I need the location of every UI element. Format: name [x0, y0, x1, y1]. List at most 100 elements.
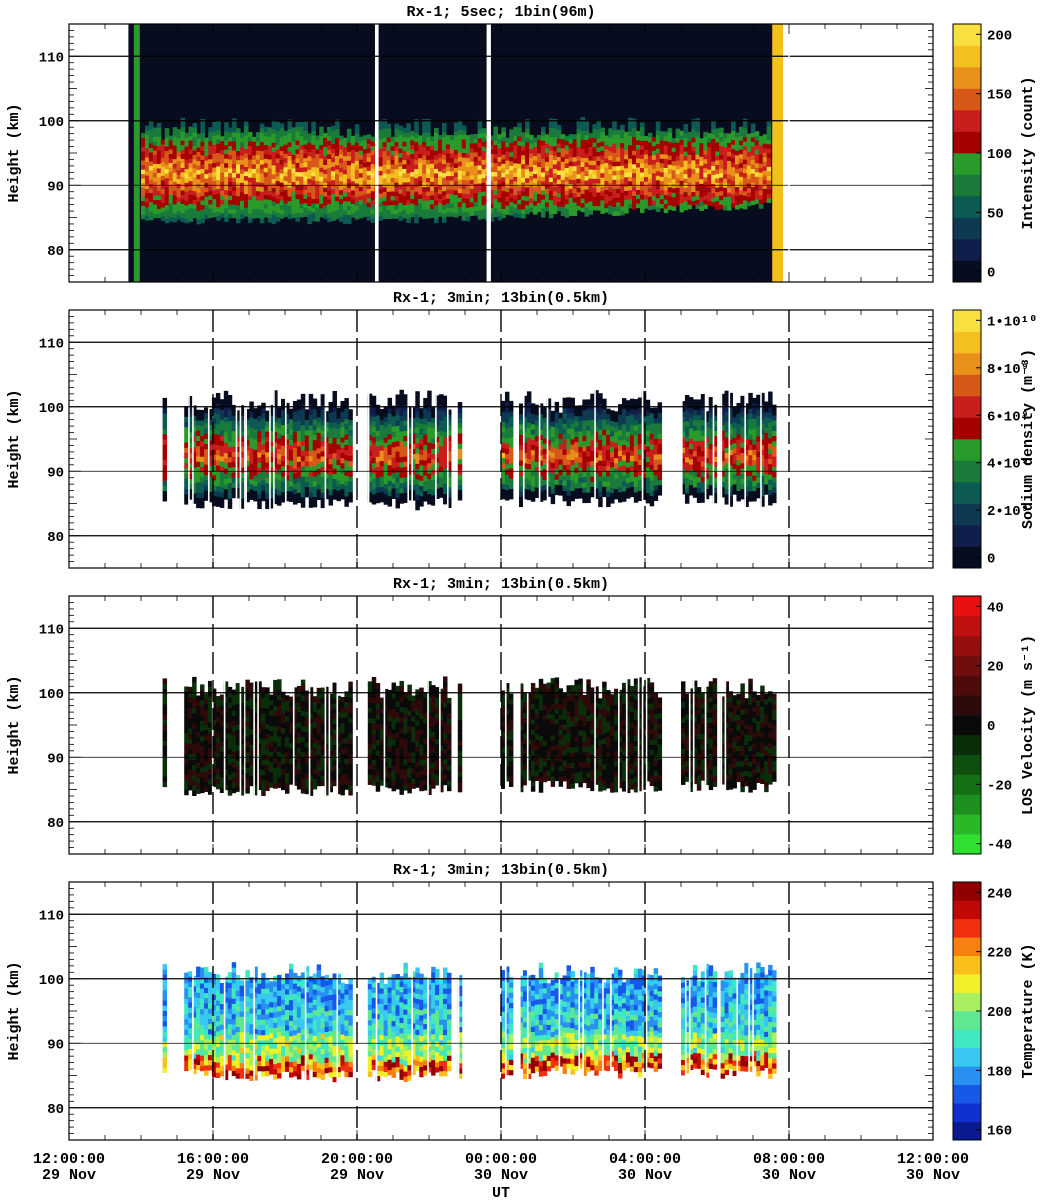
heatmap-cell: [247, 141, 253, 147]
heatmap-cell: [253, 433, 258, 440]
heatmap-cell: [277, 448, 282, 455]
heatmap-cell: [204, 205, 209, 211]
heatmap-cell: [513, 203, 518, 209]
heatmap-cell: [308, 450, 314, 457]
heatmap-cell: [574, 426, 579, 432]
heatmap-cell: [435, 421, 440, 427]
heatmap-cell: [350, 171, 356, 177]
heatmap-cell: [160, 148, 166, 154]
heatmap-cell: [447, 471, 452, 478]
heatmap-cell: [370, 208, 376, 214]
heatmap-cell: [731, 180, 736, 186]
heatmap-cell: [324, 431, 330, 438]
heatmap-cell: [552, 186, 558, 192]
heatmap-cell: [655, 130, 661, 136]
heatmap-cell: [386, 214, 392, 219]
heatmap-cell: [239, 425, 245, 432]
heatmap-cell: [141, 173, 146, 179]
heatmap-cell: [275, 158, 281, 163]
heatmap-cell: [299, 153, 304, 159]
heatmap-cell: [188, 149, 194, 155]
heatmap-cell: [299, 167, 304, 173]
heatmap-cell: [223, 395, 229, 402]
heatmap-cell: [403, 404, 408, 411]
heatmap-cell: [406, 186, 411, 192]
heatmap-cell: [508, 488, 514, 495]
heatmap-cell: [758, 145, 764, 151]
heatmap-cell: [269, 487, 274, 494]
heatmap-cell: [544, 197, 550, 203]
heatmap-cell: [435, 477, 440, 484]
heatmap-cell: [287, 142, 293, 147]
heatmap-cell: [445, 153, 451, 159]
heatmap-cell: [537, 134, 542, 140]
heatmap-cell: [277, 417, 282, 424]
heatmap-cell: [394, 164, 399, 170]
heatmap-cell: [285, 490, 290, 497]
heatmap-cell: [386, 132, 392, 138]
heatmap-cell: [144, 193, 150, 199]
heatmap-cell: [513, 185, 518, 191]
heatmap-cell: [224, 189, 229, 195]
heatmap-cell: [328, 453, 334, 460]
heatmap-cell: [719, 190, 724, 196]
heatmap-cell: [340, 411, 345, 417]
heatmap-cell: [188, 189, 194, 195]
heatmap-cell: [162, 454, 168, 461]
heatmap-cell: [530, 418, 536, 425]
heatmap-cell: [176, 205, 182, 211]
heatmap-cell: [328, 484, 334, 491]
heatmap-cell: [667, 173, 673, 179]
heatmap-cell: [519, 444, 524, 451]
heatmap-cell: [501, 462, 506, 469]
heatmap-cell: [679, 130, 685, 136]
heatmap-cell: [200, 461, 205, 468]
heatmap-cell: [204, 448, 209, 455]
heatmap-cell: [402, 159, 407, 165]
heatmap-cell: [184, 209, 190, 215]
heatmap-cell: [249, 437, 254, 444]
heatmap-cell: [600, 186, 605, 192]
heatmap-cell: [239, 467, 245, 473]
heatmap-cell: [457, 134, 463, 140]
heatmap-cell: [292, 488, 298, 495]
heatmap-cell: [489, 194, 495, 200]
heatmap-cell: [639, 131, 645, 137]
heatmap-cell: [522, 421, 528, 428]
heatmap-cell: [394, 200, 399, 206]
heatmap-cell: [263, 153, 269, 159]
heatmap-cell: [584, 139, 590, 145]
heatmap-cell: [616, 192, 621, 198]
heatmap-cell: [367, 471, 373, 477]
heatmap-cell: [316, 489, 322, 495]
heatmap-cell: [378, 166, 384, 171]
heatmap-cell: [285, 444, 290, 450]
heatmap-cell: [534, 430, 540, 437]
heatmap-cell: [580, 139, 586, 145]
heatmap-cell: [255, 177, 261, 183]
heatmap-cell: [295, 167, 300, 173]
heatmap-cell: [160, 189, 166, 194]
heatmap-cell: [418, 185, 423, 190]
heatmap-cell: [366, 147, 372, 153]
heatmap-cell: [227, 462, 233, 468]
heatmap-cell: [411, 479, 416, 486]
heatmap-cell: [390, 164, 396, 169]
heatmap-cell: [259, 146, 265, 152]
heatmap-cell: [554, 407, 560, 413]
heatmap-cell: [232, 159, 237, 165]
heatmap-cell: [211, 459, 217, 466]
heatmap-cell: [253, 408, 258, 414]
heatmap-cell: [639, 185, 645, 191]
heatmap-cell: [232, 132, 237, 137]
heatmap-cell: [342, 164, 348, 170]
heatmap-cell: [727, 151, 732, 157]
heatmap-cell: [431, 443, 436, 449]
heatmap-cell: [328, 443, 334, 449]
heatmap-cell: [311, 130, 316, 136]
heatmap-cell: [525, 128, 530, 134]
heatmap-cell: [399, 456, 404, 463]
heatmap-cell: [667, 159, 673, 165]
heatmap-cell: [279, 209, 285, 215]
heatmap-cell: [473, 201, 479, 207]
